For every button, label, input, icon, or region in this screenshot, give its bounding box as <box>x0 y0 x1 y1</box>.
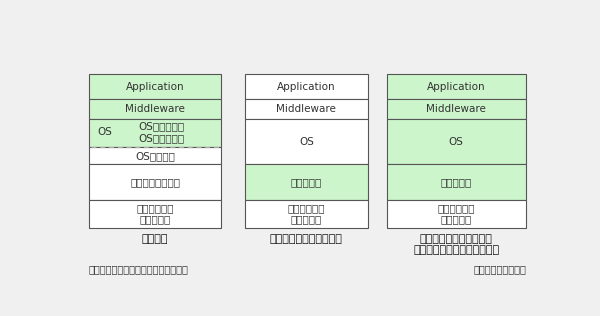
Bar <box>386 200 526 228</box>
Bar <box>89 147 221 164</box>
Text: 仮想マシン: 仮想マシン <box>440 177 472 187</box>
Text: OS: OS <box>97 127 112 137</box>
Bar <box>245 75 368 99</box>
Text: 仮想マシン: 仮想マシン <box>291 177 322 187</box>
Bar <box>245 119 368 164</box>
Text: OS: OS <box>449 137 464 147</box>
Text: OSコマンド、
OSライブラリ: OSコマンド、 OSライブラリ <box>139 121 185 143</box>
Bar <box>386 119 526 164</box>
Bar <box>89 119 221 147</box>
Bar <box>245 99 368 119</box>
Text: ネットワーク
ストレージ: ネットワーク ストレージ <box>136 203 174 225</box>
Bar <box>245 164 368 200</box>
Bar <box>89 200 221 228</box>
Text: Application: Application <box>126 82 185 92</box>
Text: ハイパーバイザ型仮想化
を利用したデプロイイメージ: ハイパーバイザ型仮想化 を利用したデプロイイメージ <box>413 234 499 255</box>
Text: ネットワーク
ストレージ: ネットワーク ストレージ <box>437 203 475 225</box>
Text: ハイパーバイザ型仮想化: ハイパーバイザ型仮想化 <box>270 234 343 244</box>
Bar <box>89 99 221 119</box>
Text: 出所：レッドハット: 出所：レッドハット <box>473 264 526 274</box>
Text: 注：分かり易くするため単純化してる: 注：分かり易くするため単純化してる <box>89 264 189 274</box>
Text: Middleware: Middleware <box>125 104 185 114</box>
Text: コンテナ: コンテナ <box>142 234 169 244</box>
Bar <box>386 99 526 119</box>
Bar <box>245 200 368 228</box>
Text: Middleware: Middleware <box>277 104 336 114</box>
Bar <box>89 164 221 200</box>
Text: OSカーネル: OSカーネル <box>135 151 175 161</box>
Text: OS: OS <box>299 137 314 147</box>
Bar <box>386 75 526 99</box>
Bar <box>386 164 526 200</box>
Text: ネットワーク
ストレージ: ネットワーク ストレージ <box>287 203 325 225</box>
Bar <box>89 75 221 99</box>
Text: Application: Application <box>277 82 335 92</box>
Text: Application: Application <box>427 82 485 92</box>
Text: 物理・仮想マシン: 物理・仮想マシン <box>130 177 180 187</box>
Text: Middleware: Middleware <box>427 104 486 114</box>
